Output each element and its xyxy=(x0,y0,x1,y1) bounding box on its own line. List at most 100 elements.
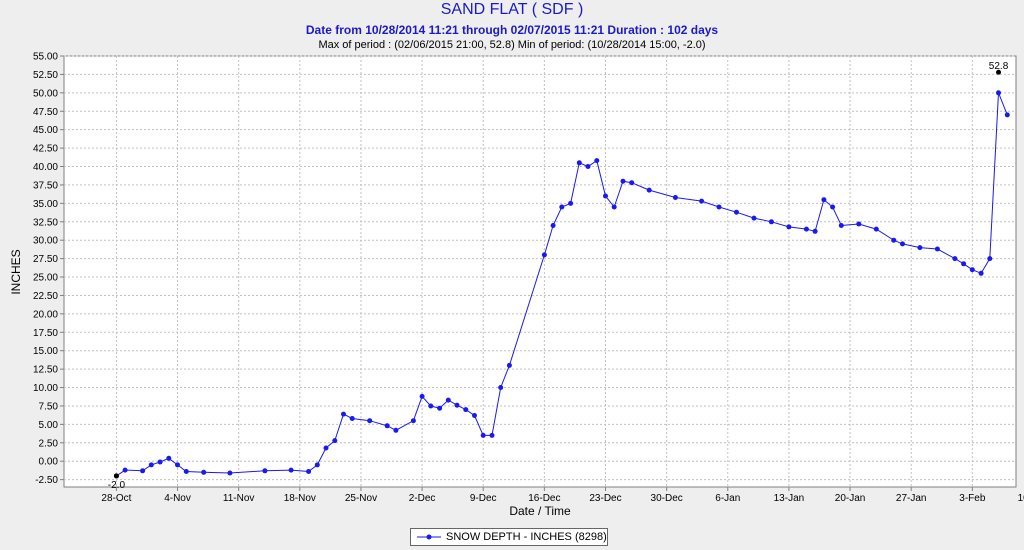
y-tick-label: 20.00 xyxy=(33,309,58,320)
data-point xyxy=(410,418,416,424)
data-point xyxy=(454,402,460,408)
y-tick-label: 50.00 xyxy=(33,88,58,99)
y-tick-label: 25.00 xyxy=(33,273,58,284)
data-point xyxy=(961,261,967,267)
data-point xyxy=(288,467,294,473)
data-point xyxy=(585,164,591,169)
data-point xyxy=(576,160,582,166)
y-tick-label: 17.50 xyxy=(33,328,58,339)
legend: SNOW DEPTH - INCHES (8298) xyxy=(410,528,608,546)
y-tick-label: 5.00 xyxy=(39,420,59,431)
data-point xyxy=(148,462,154,468)
data-point xyxy=(611,204,617,210)
data-point xyxy=(987,256,993,262)
data-point xyxy=(393,427,399,433)
y-tick-label: 22.50 xyxy=(33,291,58,302)
y-tick-label: 40.00 xyxy=(33,162,58,173)
y-tick-label: 45.00 xyxy=(33,125,58,136)
y-tick-label: 0.00 xyxy=(39,457,59,468)
x-tick-label: 18-Nov xyxy=(284,493,316,504)
annotations-layer: 52.8 -2.0 xyxy=(108,61,1009,491)
data-point xyxy=(341,411,346,417)
chart-stats-line: Max of period : (02/06/2015 21:00, 52.8)… xyxy=(318,39,706,51)
x-tick-label: 13-Jan xyxy=(774,493,805,504)
data-point xyxy=(445,397,451,403)
data-point xyxy=(978,270,984,276)
data-point xyxy=(332,438,338,444)
grid-lines xyxy=(64,55,1016,487)
data-point xyxy=(873,226,879,232)
y-tick-label: 2.50 xyxy=(39,438,59,449)
x-tick-label: 25-Nov xyxy=(345,493,377,504)
data-point xyxy=(472,413,477,418)
series-line xyxy=(116,92,1008,477)
data-point xyxy=(323,445,329,451)
data-point xyxy=(620,178,626,184)
data-point xyxy=(306,469,312,474)
y-tick-label: 52.50 xyxy=(33,70,58,81)
data-point xyxy=(175,462,180,468)
data-point xyxy=(227,470,233,476)
data-point xyxy=(716,204,722,210)
annotation-marker xyxy=(996,69,1002,75)
data-point xyxy=(541,252,547,258)
data-point xyxy=(594,158,600,164)
y-axis-label: INCHES xyxy=(9,249,23,294)
data-point xyxy=(166,455,172,461)
data-point xyxy=(821,197,827,203)
y-tick-label: 12.50 xyxy=(33,365,58,376)
data-point xyxy=(803,226,809,232)
y-tick-label: 47.50 xyxy=(33,107,58,118)
data-point xyxy=(428,403,434,409)
data-point xyxy=(498,385,504,390)
data-point xyxy=(768,219,774,225)
y-tick-label: 7.50 xyxy=(39,401,59,412)
chart-subtitle: Date from 10/28/2014 11:21 through 02/07… xyxy=(305,23,719,37)
x-tick-label: 11-Nov xyxy=(223,493,255,504)
data-point xyxy=(856,221,862,227)
x-tick-label: 6-Jan xyxy=(715,493,740,504)
data-point xyxy=(969,267,975,273)
y-tick-label: 10.00 xyxy=(33,383,58,394)
x-tick-label: 16-Dec xyxy=(528,493,560,504)
data-point xyxy=(559,204,565,210)
annotation-label: -2.0 xyxy=(108,480,126,491)
data-point xyxy=(786,224,792,230)
data-point xyxy=(506,362,512,368)
chart-title: SAND FLAT ( SDF ) xyxy=(440,1,584,18)
legend-label: SNOW DEPTH - INCHES (8298) xyxy=(446,531,607,543)
x-tick-label: 27-Jan xyxy=(896,493,927,504)
x-tick-label: 4-Nov xyxy=(164,493,191,504)
data-point xyxy=(463,407,469,413)
y-tick-label: 15.00 xyxy=(33,346,58,357)
data-point xyxy=(437,405,443,411)
x-tick-label: 10-Feb xyxy=(1018,493,1024,504)
data-point xyxy=(838,223,844,228)
series-layer xyxy=(113,90,1010,479)
y-tick-label: 37.50 xyxy=(33,180,58,191)
data-point xyxy=(122,467,128,473)
data-point xyxy=(367,418,373,424)
data-point xyxy=(314,462,320,468)
x-tick-label: 9-Dec xyxy=(470,493,497,504)
annotation-marker xyxy=(113,473,119,479)
x-tick-label: 3-Feb xyxy=(959,493,986,504)
data-point xyxy=(812,228,818,234)
data-point xyxy=(183,469,189,474)
y-axis-ticks: -2.50 0.00 2.50 5.00 7.50 10.00 12.50 15.00 17.5… xyxy=(33,52,64,486)
data-point xyxy=(751,215,757,221)
x-tick-label: 30-Dec xyxy=(651,493,683,504)
y-tick-label: -2.50 xyxy=(35,475,58,486)
data-point xyxy=(262,468,268,474)
data-point xyxy=(201,469,207,475)
data-point xyxy=(1004,112,1010,118)
data-point xyxy=(672,195,678,200)
data-point xyxy=(734,209,739,215)
y-tick-label: 35.00 xyxy=(33,199,58,210)
plot-area xyxy=(63,55,1017,488)
data-point xyxy=(699,198,705,204)
y-tick-label: 27.50 xyxy=(33,254,58,265)
x-tick-label: 2-Dec xyxy=(409,493,436,504)
x-axis-ticks: 28-Oct 4-Nov 11-Nov 18-Nov 25-Nov 2-Dec 9-Dec 1… xyxy=(101,487,1024,504)
